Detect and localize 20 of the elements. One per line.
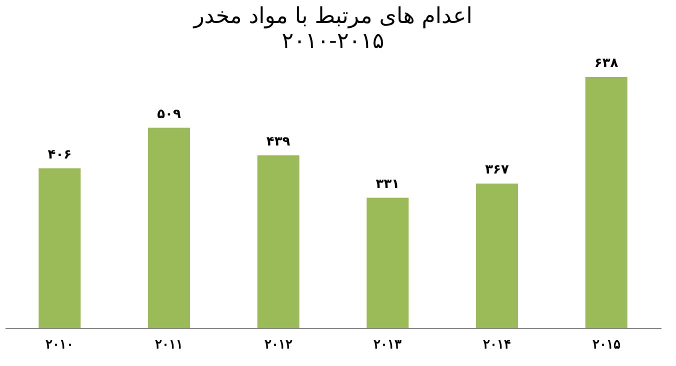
x-tick-label: ۲۰۱۱ xyxy=(155,336,183,352)
data-label: ۵۰۹ xyxy=(157,106,181,122)
chart-subtitle: ۲۰۱۰-۲۰۱۵ xyxy=(282,29,384,54)
data-label: ۳۶۷ xyxy=(485,162,509,178)
bar xyxy=(148,128,190,328)
bar xyxy=(38,168,81,328)
bar xyxy=(257,155,300,328)
bar xyxy=(476,184,518,328)
x-tick-label: ۲۰۱۴ xyxy=(483,336,511,352)
x-tick-label: ۲۰۱۰ xyxy=(46,336,74,352)
bar xyxy=(366,198,409,328)
data-label: ۶۳۸ xyxy=(594,56,618,71)
x-tick-label: ۲۰۱۵ xyxy=(592,336,620,352)
chart-title: اعدام های مرتبط با مواد مخدر xyxy=(192,4,472,29)
data-label: ۴۳۹ xyxy=(266,134,290,150)
data-label: ۳۳۱ xyxy=(376,176,400,192)
data-label: ۴۰۶ xyxy=(48,147,72,162)
x-tick-label: ۲۰۱۲ xyxy=(264,336,292,352)
x-tick-label: ۲۰۱۳ xyxy=(374,336,402,352)
bar xyxy=(585,77,628,328)
